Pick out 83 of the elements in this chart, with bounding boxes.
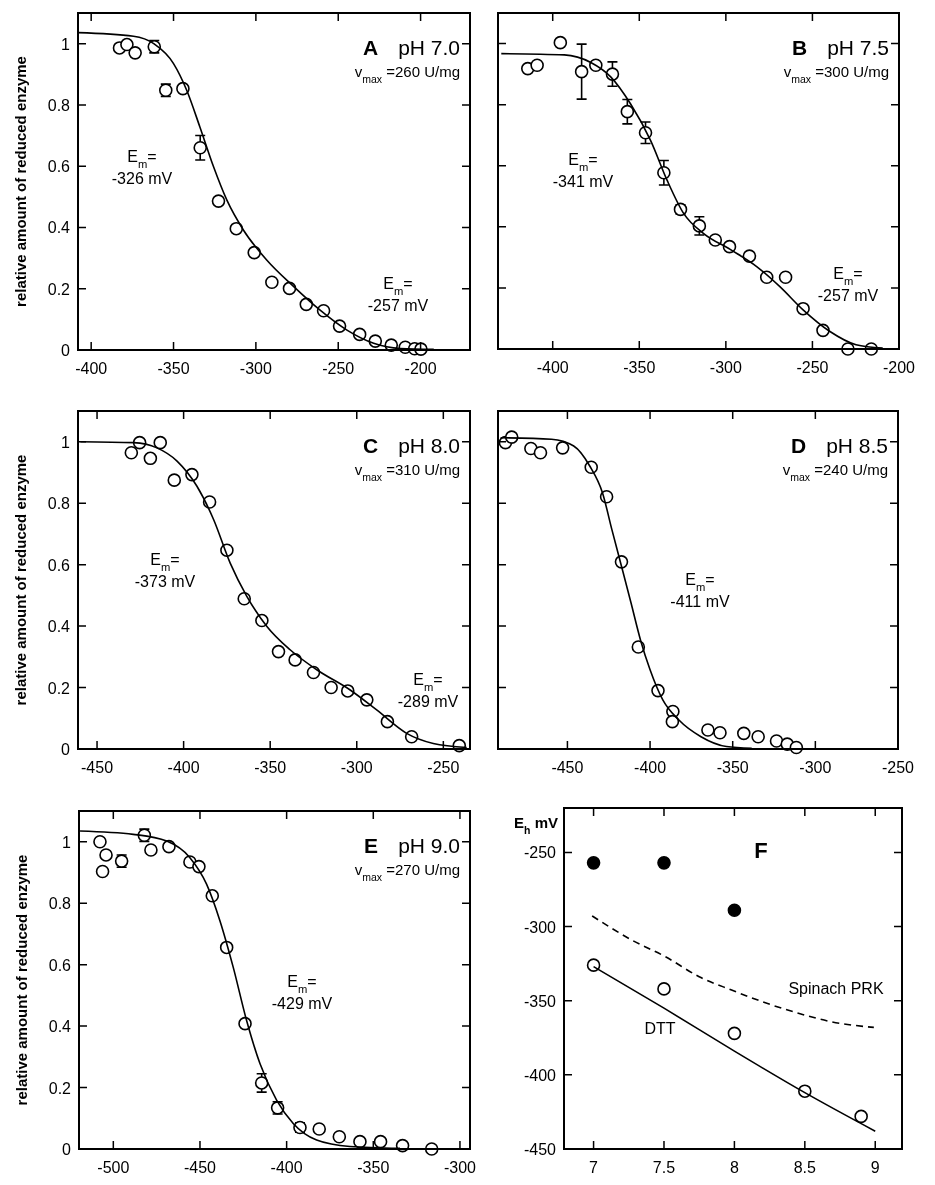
y-tick-label: 0: [61, 342, 71, 359]
y-tick-label: 1: [61, 433, 71, 451]
x-tick-label: -250: [796, 359, 829, 376]
annotation: E$_{m}$= -289 mV: [397, 671, 459, 710]
x-tick-label: -400: [270, 1159, 303, 1176]
y-tick-label: 0.8: [47, 96, 71, 114]
x-tick-label: -250: [427, 759, 460, 776]
text: pH 7.0: [398, 36, 460, 59]
annotation: E$_{m}$= -411 mV: [670, 571, 730, 610]
y-axis-title: relative amount of reduced enzyme: [13, 854, 30, 1106]
text: pH 7.5: [827, 36, 889, 59]
y-tick-label: 1: [61, 35, 71, 53]
x-tick-label: -400: [536, 359, 569, 376]
x-tick-label: -350: [357, 1159, 390, 1176]
x-tick-label: -300: [340, 759, 373, 776]
annotation: E$_{m}$= -257 mV: [817, 265, 879, 304]
x-tick-label: -300: [239, 360, 272, 377]
y-axis-title: relative amount of reduced enzyme: [12, 454, 29, 706]
text: C: [362, 434, 379, 457]
text: E: [364, 834, 379, 857]
x-tick-label: -350: [623, 359, 656, 376]
y-tick-label: 0.4: [48, 1018, 72, 1036]
text: pH 8.0: [398, 434, 460, 457]
annotation: v$_{max}$ =310 U/mg: [354, 461, 460, 483]
series-label: Spinach PRK: [788, 980, 884, 997]
annotation: E$_{m}$= -341 mV: [552, 151, 614, 190]
x-tick-label: -500: [97, 1159, 130, 1176]
y-tick-label: 0: [62, 1141, 72, 1158]
annotation: E$_{m}$= -429 mV: [271, 973, 333, 1012]
y-tick-label: 0.6: [47, 556, 71, 574]
x-tick-label: -450: [183, 1159, 217, 1176]
y-tick-label: -400: [523, 1066, 557, 1084]
text: D: [790, 434, 807, 457]
y-tick-label: 0.4: [47, 219, 71, 237]
annotation: E$_{m}$= -373 mV: [134, 551, 196, 590]
x-tick-label: -300: [709, 359, 742, 376]
text: F: [754, 838, 768, 863]
x-tick-label: -300: [443, 1159, 477, 1176]
y-tick-label: 0.2: [48, 1079, 72, 1097]
text: A: [362, 36, 379, 59]
text: pH 9.0: [398, 834, 460, 857]
x-tick-label: 7.5: [652, 1159, 676, 1176]
y-tick-label: 0.2: [47, 280, 71, 298]
x-tick-label: 8.5: [793, 1159, 817, 1176]
y-axis-title: E$_{h}$ mV: [514, 814, 558, 836]
x-tick-label: 8: [729, 1159, 739, 1176]
x-tick-label: -250: [322, 360, 355, 377]
x-tick-label: -400: [634, 759, 667, 776]
text: B: [791, 36, 808, 59]
y-tick-label: 0.2: [47, 679, 71, 697]
x-tick-label: -450: [551, 759, 584, 776]
y-tick-label: -350: [523, 992, 557, 1010]
x-tick-label: 7: [589, 1159, 599, 1176]
y-tick-label: -300: [523, 918, 557, 936]
x-tick-label: -200: [882, 359, 916, 376]
x-tick-label: 9: [870, 1159, 880, 1176]
series-label: DTT: [644, 1020, 676, 1037]
text: pH 8.5: [826, 434, 888, 457]
y-tick-label: -250: [523, 844, 557, 862]
annotation: v$_{max}$ =240 U/mg: [782, 461, 888, 483]
y-tick-label: 0.4: [47, 618, 71, 636]
annotation: E$_{m}$= -326 mV: [111, 148, 173, 187]
y-axis-title: relative amount of reduced enzyme: [12, 56, 29, 307]
x-tick-label: -450: [81, 759, 114, 776]
y-tick-label: 1: [62, 833, 72, 851]
x-tick-label: -250: [881, 759, 915, 776]
y-tick-label: 0.8: [47, 495, 71, 513]
x-tick-label: -350: [716, 759, 749, 776]
x-tick-label: -200: [404, 360, 437, 377]
annotation: v$_{max}$ =270 U/mg: [354, 861, 460, 883]
x-tick-label: -400: [75, 360, 108, 377]
x-tick-label: -350: [157, 360, 190, 377]
y-tick-label: -450: [523, 1141, 557, 1158]
y-tick-label: 0: [61, 741, 71, 758]
x-tick-label: -350: [254, 759, 287, 776]
x-tick-label: -300: [799, 759, 832, 776]
y-tick-label: 0.6: [48, 956, 72, 974]
annotation: E$_{m}$= -257 mV: [367, 275, 429, 314]
y-tick-label: 0.8: [48, 895, 72, 913]
y-tick-label: 0.6: [47, 158, 71, 176]
x-tick-label: -400: [167, 759, 200, 776]
annotation: v$_{max}$ =260 U/mg: [354, 63, 460, 85]
annotation: v$_{max}$ =300 U/mg: [783, 63, 889, 85]
